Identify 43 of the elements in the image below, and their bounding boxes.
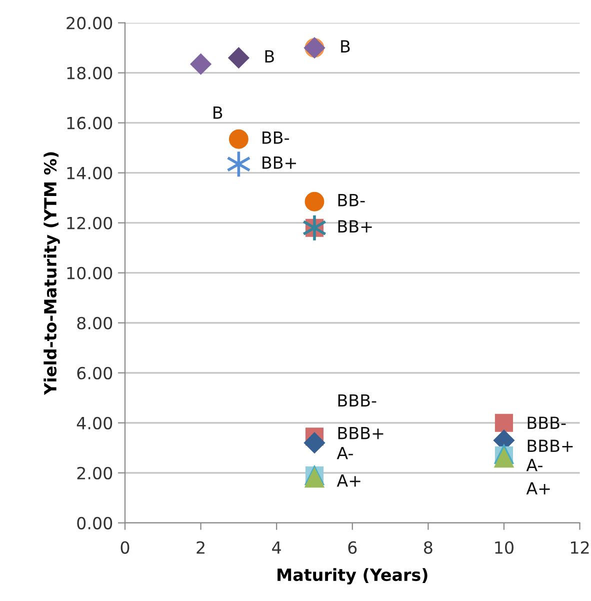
annotation: BBB- [528, 416, 566, 429]
annotation: BB+ [262, 156, 296, 169]
y-tick-label: 14.00 [67, 166, 112, 180]
point [190, 54, 212, 75]
annotation: B [265, 50, 274, 62]
annotation: BBB+ [528, 440, 573, 452]
y-tick-label: 6.00 [77, 366, 112, 380]
y-tick-label: 0.00 [77, 516, 112, 530]
point [228, 47, 250, 68]
annotation: B [341, 40, 350, 52]
x-tick-label: 10 [495, 541, 514, 554]
point [304, 192, 324, 212]
annotation: BB- [262, 132, 289, 144]
annotation: BB- [338, 194, 365, 206]
y-tick-label: 12.00 [67, 216, 112, 230]
y-tick-label: 18.00 [67, 66, 112, 80]
annotation: A+ [336, 474, 360, 487]
annotation: BBB+ [338, 426, 384, 440]
y-tick-label: 20.00 [66, 16, 112, 30]
y-tick-label: 10.00 [67, 266, 112, 280]
x-tick-label: 8 [424, 541, 432, 554]
annotation: BBB- [338, 394, 376, 406]
point [302, 214, 327, 242]
point [494, 414, 514, 432]
y-tick-label: 8.00 [77, 316, 112, 330]
y-tick-label: 16.00 [67, 116, 112, 130]
y-axis-title: Yield-to-Maturity (YTM %) [44, 152, 60, 395]
x-axis-title: Maturity (Years) [278, 568, 428, 584]
annotation: A- [526, 458, 542, 472]
y-tick-label: 2.00 [77, 466, 112, 480]
y-tick-label: 4.00 [76, 416, 112, 430]
point [304, 432, 325, 454]
x-tick-label: 2 [196, 541, 204, 554]
point [494, 448, 514, 468]
x-tick-label: 0 [120, 541, 130, 554]
x-tick-label: 4 [272, 541, 281, 554]
annotation: B [214, 106, 222, 119]
point [228, 129, 248, 149]
x-tick-label: 12 [571, 541, 589, 554]
annotation: A+ [526, 482, 550, 494]
annotation: A- [336, 446, 353, 460]
annotation: BB+ [338, 220, 372, 232]
x-tick-label: 6 [348, 541, 357, 554]
